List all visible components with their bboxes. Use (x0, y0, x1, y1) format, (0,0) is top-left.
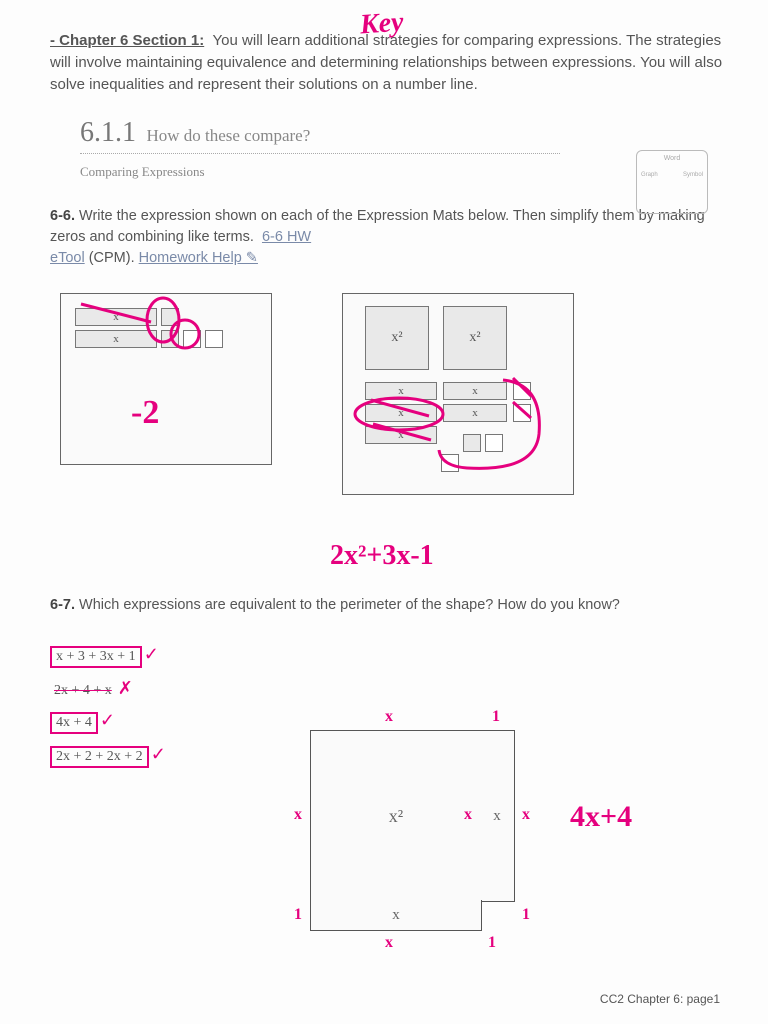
edge-left-x: x (294, 806, 302, 824)
problem-6-7-text: Which expressions are equivalent to the … (79, 597, 620, 613)
edge-right-x: x (522, 806, 530, 824)
section-header: 6.1.1 How do these compare? (80, 117, 640, 154)
tile-unit (463, 434, 481, 452)
link-homework-help[interactable]: Homework Help ✎ (139, 250, 258, 266)
edge-mid-x: x (464, 806, 472, 824)
option-1-expr: x + 3 + 3x + 1 (50, 646, 142, 668)
tile-unit (183, 330, 201, 348)
tile-x-bar: x (365, 426, 437, 444)
check-icon: ✓ (100, 710, 115, 730)
cross-icon: ✗ (118, 678, 133, 698)
key-annotation: Key (359, 7, 405, 42)
check-icon: ✓ (151, 744, 166, 764)
tile-unit (161, 308, 179, 326)
problem-6-6: 6-6. Write the expression shown on each … (50, 206, 728, 269)
problem-6-7-label: 6-7. (50, 597, 75, 613)
expression-mat-a: x x -2 (60, 293, 272, 465)
edge-side-1b: 1 (522, 906, 530, 924)
expression-mat-b: x² x² x x x x x (342, 293, 574, 495)
puzzle-top-label: Word (637, 155, 707, 162)
mat-b-answer: 2x²+3x-1 (330, 540, 434, 572)
edge-bot-1: 1 (488, 934, 496, 952)
tile-x-bar: x (75, 308, 157, 326)
tile-x-squared: x² (443, 306, 507, 370)
puzzle-right-label: Symbol (683, 172, 703, 178)
edge-top-1: 1 (492, 708, 500, 726)
tile-unit (441, 454, 459, 472)
tile-x-bar: x (443, 404, 507, 422)
divider-dots (80, 153, 560, 154)
option-3-expr: 4x + 4 (50, 712, 98, 734)
tile-x-bar: x (365, 382, 437, 400)
edge-bot-x: x (385, 934, 393, 952)
option-4: 2x + 2 + 2x + 2✓ (50, 744, 250, 768)
perimeter-answer: 4x+4 (570, 800, 632, 834)
tile-unit (485, 434, 503, 452)
chapter-intro: - Chapter 6 Section 1: You will learn ad… (50, 30, 728, 95)
mat-a-answer: -2 (131, 394, 159, 432)
option-3: 4x + 4✓ (50, 710, 250, 734)
link-etool[interactable]: eTool (50, 250, 85, 266)
chapter-lead: - Chapter 6 Section 1: (50, 32, 204, 49)
shape-big-square: x² (310, 730, 482, 902)
tile-unit (205, 330, 223, 348)
puzzle-icon: Word Graph Symbol (636, 150, 708, 214)
tile-unit (161, 330, 179, 348)
edge-side-1: 1 (294, 906, 302, 924)
check-icon: ✓ (144, 644, 159, 664)
link-hw-etool[interactable]: 6-6 HW (262, 229, 311, 245)
tile-unit (513, 404, 531, 422)
expression-mats-row: x x -2 x² x² x x x x x (60, 293, 728, 495)
page-footer: CC2 Chapter 6: page1 (600, 992, 720, 1006)
etool-suffix: (CPM). (85, 250, 139, 266)
tile-x-bar: x (365, 404, 437, 422)
tile-x-bar: x (443, 382, 507, 400)
shape-side-rect: x (480, 730, 515, 902)
tile-x-bar: x (75, 330, 157, 348)
option-4-expr: 2x + 2 + 2x + 2 (50, 746, 149, 768)
section-subtitle: Comparing Expressions (80, 164, 728, 180)
option-2-expr: 2x + 4 + x (50, 682, 116, 700)
option-1: x + 3 + 3x + 1✓ (50, 644, 250, 668)
perimeter-shape: x² x x x 1 x x x 1 1 x 1 (290, 720, 550, 950)
answer-options: x + 3 + 3x + 1✓ 2x + 4 + x✗ 4x + 4✓ 2x +… (50, 634, 250, 778)
puzzle-left-label: Graph (641, 172, 658, 178)
section-title: How do these compare? (146, 126, 310, 145)
section-number: 6.1.1 (80, 117, 136, 148)
tile-unit (513, 382, 531, 400)
shape-bottom-rect: x (310, 900, 482, 931)
tile-x-squared: x² (365, 306, 429, 370)
problem-6-7: 6-7. Which expressions are equivalent to… (50, 595, 728, 616)
problem-6-6-label: 6-6. (50, 208, 75, 224)
option-2: 2x + 4 + x✗ (50, 678, 250, 700)
edge-top-x: x (385, 708, 393, 726)
problem-6-6-text: Write the expression shown on each of th… (50, 208, 705, 245)
